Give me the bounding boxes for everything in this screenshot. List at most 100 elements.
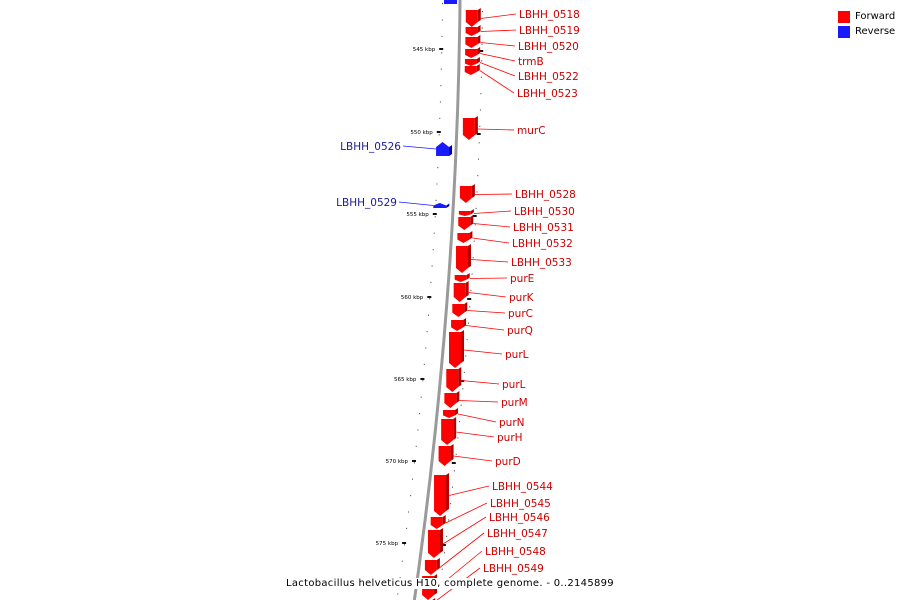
gene-label: LBHH_0549 <box>483 563 544 575</box>
gene-label: purL <box>502 379 526 391</box>
gene-labels: LBHH_0518 LBHH_0519 LBHH_0520 trmB LBHH_0522… <box>336 9 580 575</box>
gene-arrow-side <box>474 116 478 135</box>
gene-arrow-side <box>458 367 462 387</box>
label-leader <box>439 532 485 568</box>
minor-tick <box>441 568 443 570</box>
minor-tick <box>401 560 403 562</box>
minor-tick <box>481 27 483 29</box>
minor-tick <box>479 125 481 127</box>
gene-arrow <box>443 410 456 418</box>
gene-arrow-side <box>466 273 470 280</box>
minor-tick <box>410 495 412 497</box>
gene-arrow <box>434 475 447 516</box>
major-tick <box>460 380 465 382</box>
minor-tick <box>457 437 459 439</box>
gene-arrow-side <box>470 209 474 215</box>
gene-arrow <box>465 27 478 36</box>
label-leader <box>479 70 515 94</box>
gene-arrow <box>454 275 467 282</box>
minor-tick <box>474 224 476 226</box>
minor-tick <box>455 453 457 455</box>
gene-arrow-side <box>446 473 450 511</box>
gene-label: LBHH_0523 <box>517 88 578 100</box>
label-leaders <box>398 13 517 600</box>
minor-tick <box>463 371 465 373</box>
gene-arrow-side <box>476 57 480 64</box>
scale-label: 565 kbp <box>394 377 417 383</box>
gene-arrow <box>444 0 457 4</box>
gene-arrow <box>458 217 471 230</box>
gene-arrow-side <box>477 25 481 33</box>
minor-tick <box>434 216 436 218</box>
gene-arrow <box>453 283 466 302</box>
caption-text: Lactobacillus helveticus H10, complete g… <box>284 578 616 589</box>
gene-arrow-side <box>471 184 475 198</box>
gene-label: LBHH_0518 <box>519 9 580 21</box>
minor-tick <box>435 199 437 201</box>
label-leader <box>480 29 517 32</box>
gene-arrow <box>433 203 447 208</box>
major-tick <box>476 133 481 135</box>
label-leader <box>479 62 516 77</box>
gene-arrow <box>465 37 478 48</box>
label-leader <box>473 210 512 214</box>
gene-arrow <box>444 393 457 408</box>
gene-arrow-side <box>465 281 469 297</box>
legend-forward-label: Forward <box>855 11 896 22</box>
gene-arrow-side <box>476 64 480 72</box>
scale-label: 545 kbp <box>413 47 436 53</box>
major-tick <box>420 378 425 380</box>
gene-label: LBHH_0546 <box>489 512 550 524</box>
gene-arrow-side <box>456 391 460 403</box>
gene-arrow <box>452 304 465 317</box>
label-leader <box>398 201 434 206</box>
label-leader <box>473 223 511 228</box>
gene-arrow <box>464 59 477 66</box>
minor-tick <box>468 322 469 324</box>
gene-label: purQ <box>507 325 533 337</box>
label-leader <box>467 310 506 314</box>
gene-label: LBHH_0532 <box>512 238 573 250</box>
scale-label: 575 kbp <box>376 541 399 547</box>
gene-label: purK <box>509 292 535 304</box>
gene-arrow <box>424 560 437 575</box>
major-tick <box>412 460 416 462</box>
label-leader <box>457 413 497 423</box>
minor-tick <box>479 109 481 111</box>
major-tick <box>436 131 441 133</box>
minor-tick <box>481 60 483 62</box>
minor-tick <box>431 265 433 267</box>
gene-arrow-side <box>449 145 453 156</box>
gene-arrow <box>464 66 477 75</box>
gene-arrow <box>465 10 478 27</box>
gene-arrow <box>449 332 462 368</box>
legend-reverse-label: Reverse <box>855 26 896 37</box>
minor-tick <box>448 519 450 521</box>
label-leader <box>480 13 517 19</box>
label-leader <box>461 380 500 385</box>
scale-labels: 545 kbp 550 kbp 555 kbp 560 kbp 565 kbp 570 k… <box>376 47 484 547</box>
label-leader <box>472 237 510 244</box>
major-tick <box>427 296 432 298</box>
reverse-swatch <box>838 25 850 38</box>
minor-tick <box>432 249 434 251</box>
minor-tick <box>437 167 439 169</box>
gene-label: LBHH_0547 <box>487 528 548 540</box>
minor-tick <box>419 413 421 415</box>
label-leader <box>453 455 493 462</box>
gene-arrow <box>428 530 441 558</box>
minor-tick <box>399 577 401 579</box>
gene-label: purM <box>501 397 528 409</box>
minor-tick <box>478 142 480 144</box>
label-leader <box>445 502 488 524</box>
gene-label: LBHH_0528 <box>515 189 576 201</box>
label-leader <box>480 42 516 47</box>
gene-arrow-side <box>450 444 454 461</box>
gene-label: LBHH_0533 <box>511 257 572 269</box>
gene-label: LBHH_0544 <box>492 481 553 493</box>
minor-tick <box>462 388 464 390</box>
minor-tick <box>417 429 419 431</box>
gene-arrow-side <box>477 35 481 45</box>
gene-arrow <box>436 142 450 156</box>
